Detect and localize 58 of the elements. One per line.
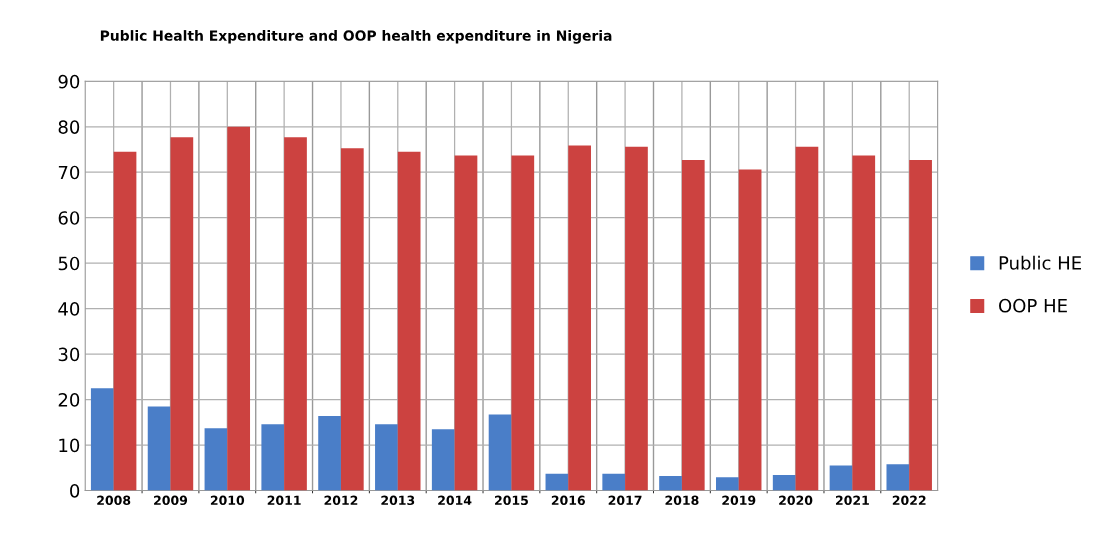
y-tick-label: 50 bbox=[58, 256, 80, 271]
x-tick-label: 2010 bbox=[210, 495, 245, 506]
x-tick-label: 2020 bbox=[779, 495, 813, 506]
bar bbox=[397, 151, 421, 491]
y-tick-label: 70 bbox=[58, 165, 80, 180]
bar bbox=[886, 464, 910, 491]
bar bbox=[738, 169, 762, 491]
bar bbox=[602, 473, 626, 491]
bar bbox=[625, 146, 648, 491]
x-tick-label: 2015 bbox=[495, 495, 528, 506]
bar bbox=[659, 475, 682, 491]
bar bbox=[511, 155, 535, 491]
bar bbox=[227, 126, 251, 491]
bar bbox=[852, 155, 876, 491]
y-tick-label: 30 bbox=[58, 347, 80, 362]
bar bbox=[284, 137, 307, 491]
bar bbox=[147, 406, 171, 491]
x-tick-label: 2012 bbox=[324, 495, 358, 506]
bar bbox=[568, 145, 591, 491]
x-tick-label: 2011 bbox=[267, 495, 301, 506]
bar bbox=[113, 151, 137, 491]
legend-label: Public HE bbox=[999, 255, 1082, 270]
bar bbox=[488, 414, 512, 491]
x-tick-label: 2022 bbox=[892, 495, 926, 506]
bar bbox=[681, 159, 705, 491]
y-tick-label: 20 bbox=[58, 393, 80, 407]
x-tick-label: 2014 bbox=[438, 495, 472, 506]
bar bbox=[795, 146, 819, 491]
bar bbox=[90, 388, 114, 491]
y-tick-label: 90 bbox=[58, 74, 80, 89]
bar bbox=[829, 465, 853, 491]
x-tick-label: 2009 bbox=[154, 495, 188, 506]
x-tick-label: 2021 bbox=[835, 495, 869, 506]
y-tick-label: 80 bbox=[58, 120, 80, 134]
x-tick-label: 2018 bbox=[665, 495, 699, 506]
x-tick-label: 2008 bbox=[97, 495, 131, 506]
x-tick-label: 2019 bbox=[722, 495, 756, 506]
bar bbox=[716, 477, 739, 491]
bar bbox=[545, 473, 569, 491]
bar bbox=[454, 155, 478, 491]
bar bbox=[204, 428, 228, 491]
y-tick-label: 40 bbox=[58, 302, 80, 316]
y-tick-label: 10 bbox=[59, 438, 80, 453]
x-tick-label: 2013 bbox=[381, 495, 415, 506]
y-tick-label: 0 bbox=[70, 483, 80, 498]
bar bbox=[375, 424, 398, 491]
bar bbox=[261, 424, 285, 491]
bar bbox=[909, 159, 932, 491]
chart-title: Public Health Expenditure and OOP health expenditure in Nigeria bbox=[100, 30, 612, 44]
bar bbox=[170, 137, 194, 491]
legend-label: OOP HE bbox=[999, 298, 1067, 313]
x-tick-label: 2017 bbox=[608, 495, 642, 506]
y-tick-label: 60 bbox=[58, 211, 80, 225]
bar bbox=[772, 475, 796, 491]
bar bbox=[318, 415, 341, 491]
bar bbox=[340, 148, 364, 491]
bar bbox=[431, 429, 455, 491]
x-tick-label: 2016 bbox=[551, 495, 585, 506]
